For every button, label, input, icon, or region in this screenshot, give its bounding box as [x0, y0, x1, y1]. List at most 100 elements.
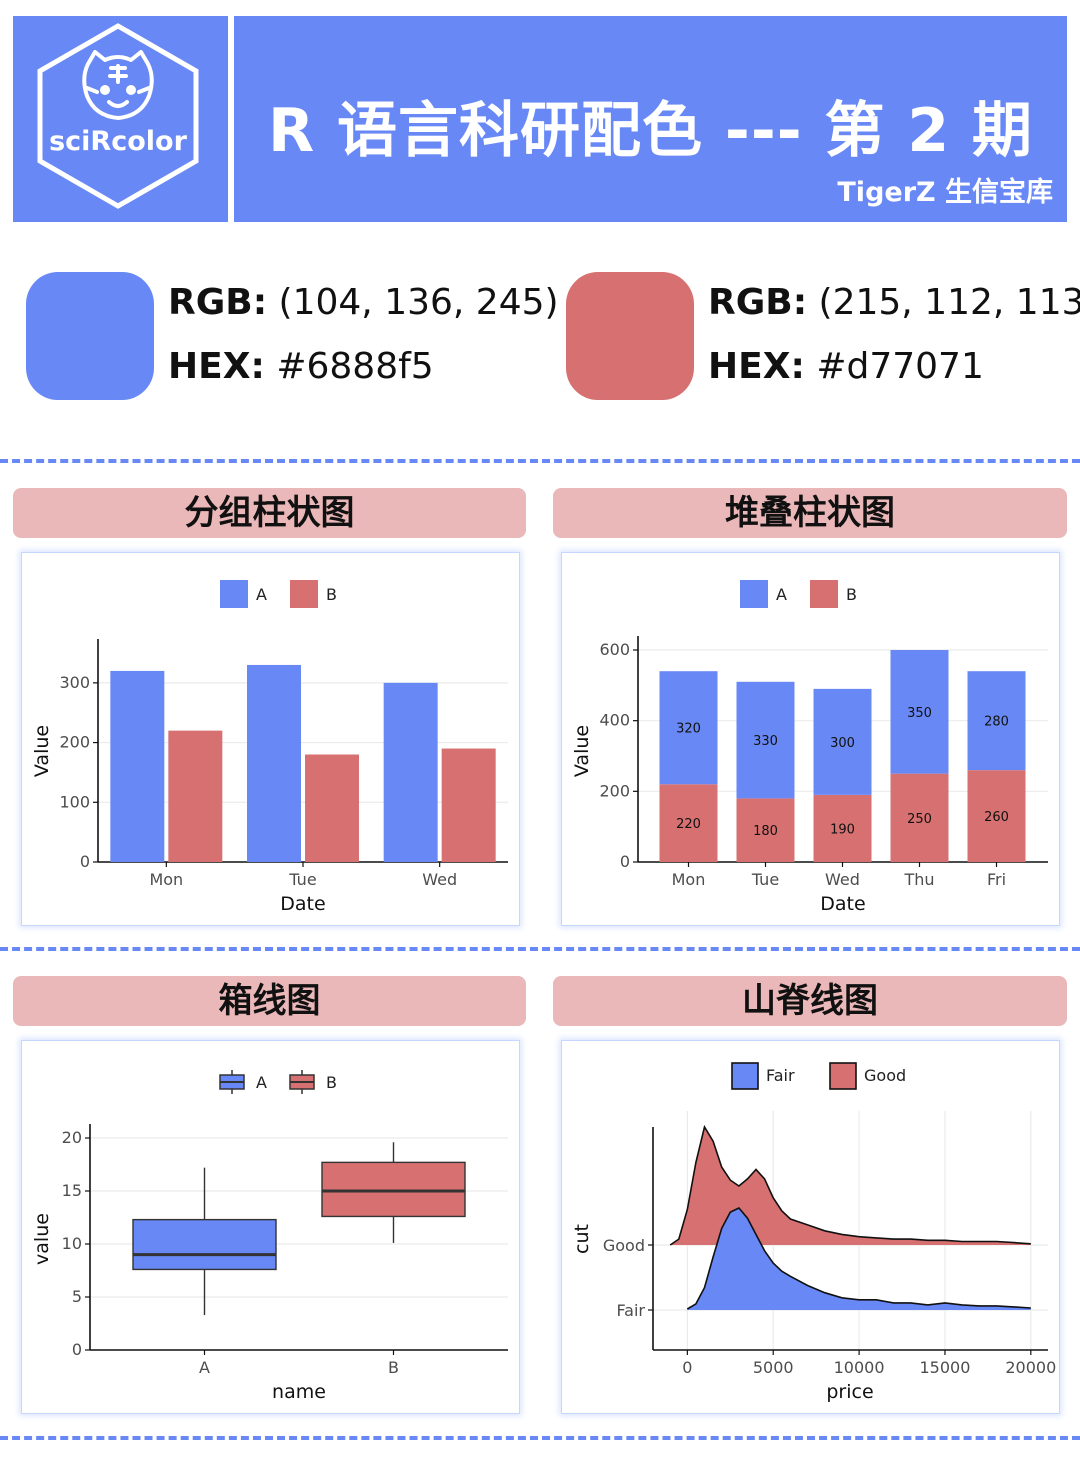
x-tick-label: Wed: [825, 870, 860, 889]
data-label: 180: [753, 824, 778, 839]
y-axis-title: Value: [31, 725, 53, 777]
bar-B-Fri: [967, 770, 1026, 862]
legend-label: Fair: [766, 1066, 795, 1085]
section-title-grouped-bar: 分组柱状图: [13, 488, 526, 538]
data-label: 330: [753, 734, 778, 749]
divider-3: [0, 1436, 1080, 1440]
ridge-area-Good: [670, 1127, 1031, 1245]
stacked-bar-panel: A B 0 200 400 600 220 320 Mon 180 330 Tue 190 300 Wed 2…: [561, 552, 1060, 926]
y-tick-label: 200: [599, 781, 630, 800]
y-tick-label: 20: [62, 1128, 82, 1147]
bar-B-Wed: [813, 794, 872, 862]
y-tick-label: 10: [62, 1234, 82, 1253]
data-label: 300: [830, 736, 855, 751]
y-tick-label: 300: [59, 673, 90, 692]
y-tick-label: 0: [72, 1340, 82, 1359]
data-label: 320: [676, 722, 701, 737]
x-tick-label: Mon: [149, 870, 183, 889]
ridge-line-Good: [669, 1124, 1031, 1246]
legend-key-B: [810, 580, 838, 608]
box-A: [132, 1218, 277, 1271]
bar-A-Wed: [383, 682, 438, 862]
x-tick-label: Fri: [987, 870, 1006, 889]
rgb-value: (215, 112, 113): [807, 282, 1080, 323]
x-tick-label: 20000: [1005, 1358, 1056, 1377]
rgb-text-red: RGB: (215, 112, 113): [708, 282, 1080, 323]
legend-label: B: [326, 585, 337, 604]
x-tick-label: Mon: [672, 870, 706, 889]
ridge-area-Fair: [687, 1208, 1031, 1310]
logo-panel: sciRcolor: [13, 16, 228, 222]
section-title-boxplot: 箱线图: [13, 976, 526, 1026]
color-swatch-blue: [26, 272, 154, 400]
hex-value: #d77071: [804, 346, 984, 387]
bar-B-Wed: [441, 748, 496, 862]
ridge-line-Fair: [686, 1207, 1031, 1310]
x-tick-label: 5000: [753, 1358, 794, 1377]
data-label: 280: [984, 715, 1009, 730]
y-tick-label: Good: [603, 1236, 645, 1255]
grouped-bar-panel: A B 0 100 200 300 Mon Tue Wed Value Date: [21, 552, 520, 926]
legend-label: B: [326, 1073, 337, 1092]
legend-label: A: [776, 585, 787, 604]
legend-key-Fair: [731, 1062, 759, 1090]
y-tick-label: 100: [59, 792, 90, 811]
x-axis-title: Date: [280, 893, 325, 915]
y-tick-label: 600: [599, 640, 630, 659]
bar-A-Mon: [110, 670, 165, 862]
divider-1: [0, 459, 1080, 463]
x-tick-label: Thu: [903, 870, 934, 889]
x-axis-title: name: [272, 1381, 326, 1403]
bar-A-Thu: [890, 650, 949, 774]
data-label: 350: [907, 706, 932, 721]
bar-B-Tue: [305, 754, 359, 862]
rgb-label: RGB:: [168, 282, 268, 323]
x-tick-label: Tue: [288, 870, 316, 889]
stacked-bar-chart: A B 0 200 400 600 220 320 Mon 180 330 Tue 190 300 Wed 2…: [571, 580, 1048, 915]
tiger-logo-icon: sciRcolor: [37, 23, 199, 209]
ridgeline-chart: Fair Good Fair Good 0 5000 10000 15000 20000 cut p…: [571, 1062, 1056, 1403]
legend-key-A: [740, 580, 768, 608]
legend-key-Good: [829, 1062, 857, 1090]
bar-B-Tue: [736, 798, 795, 862]
ridgeline-panel: Fair Good Fair Good 0 5000 10000 15000 20000 cut p…: [561, 1040, 1060, 1414]
header-banner: R 语言科研配色 --- 第 2 期 TigerZ 生信宝库: [234, 16, 1067, 222]
grouped-bar-chart: A B 0 100 200 300 Mon Tue Wed Value Date: [31, 580, 508, 915]
rgb-label: RGB:: [708, 282, 808, 323]
rgb-text-blue: RGB: (104, 136, 245): [168, 282, 559, 323]
x-tick-label: 0: [682, 1358, 692, 1377]
x-tick-label: Tue: [751, 870, 779, 889]
x-tick-label: B: [388, 1358, 399, 1377]
bar-B-Mon: [659, 784, 718, 862]
bar-A-Mon: [659, 671, 718, 785]
box-B: [321, 1161, 466, 1218]
x-tick-label: A: [199, 1358, 210, 1377]
y-tick-label: 0: [80, 852, 90, 871]
hex-value: #6888f5: [264, 346, 434, 387]
legend-key-A: [220, 580, 248, 608]
section-title-ridgeline: 山脊线图: [553, 976, 1067, 1026]
section-title-stacked-bar: 堆叠柱状图: [553, 488, 1067, 538]
bar-A-Fri: [967, 671, 1026, 771]
data-label: 250: [907, 812, 932, 827]
y-tick-label: Fair: [616, 1301, 645, 1320]
data-label: 260: [984, 810, 1009, 825]
hex-text-blue: HEX: #6888f5: [168, 346, 434, 387]
y-tick-label: 5: [72, 1287, 82, 1306]
y-axis-title: Value: [571, 725, 593, 777]
legend-key-B: [290, 580, 318, 608]
bar-A-Tue: [736, 681, 795, 799]
hex-text-red: HEX: #d77071: [708, 346, 984, 387]
divider-2: [0, 947, 1080, 951]
legend-label: B: [846, 585, 857, 604]
page-title: R 语言科研配色 --- 第 2 期: [267, 96, 1034, 166]
y-tick-label: 400: [599, 711, 630, 730]
y-axis-title: value: [31, 1213, 53, 1265]
page-subtitle: TigerZ 生信宝库: [837, 177, 1053, 208]
x-tick-label: 10000: [834, 1358, 885, 1377]
x-tick-label: Wed: [422, 870, 457, 889]
x-axis-title: Date: [820, 893, 865, 915]
bar-B-Thu: [890, 773, 949, 862]
